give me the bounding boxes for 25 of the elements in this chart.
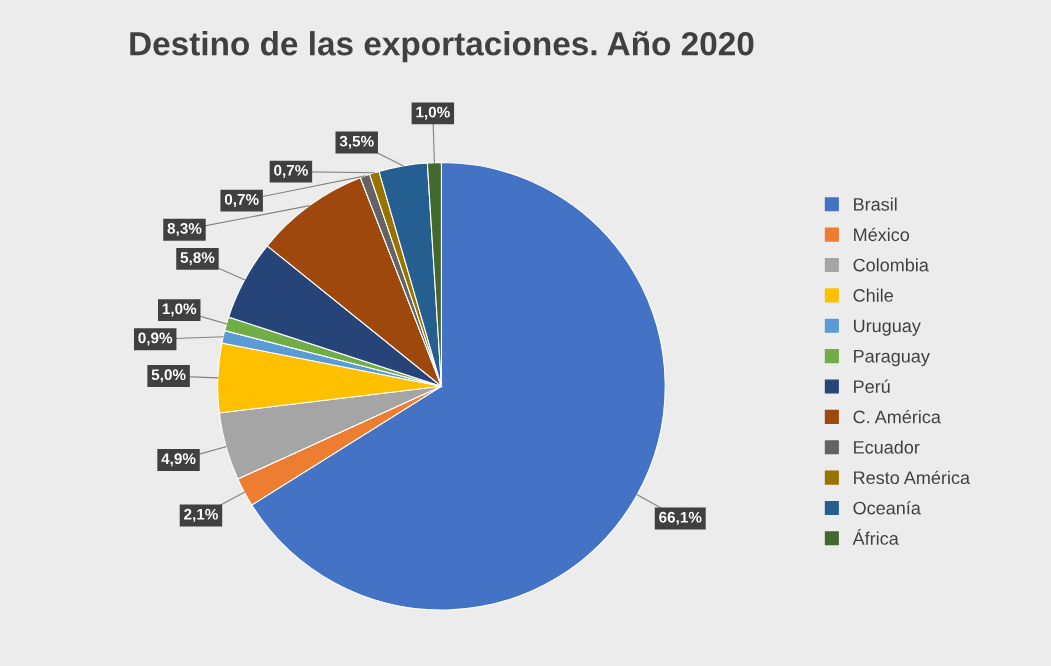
data-label: 8,3% <box>167 223 202 237</box>
data-label: 0,7% <box>274 164 308 178</box>
data-label: 4,9% <box>161 453 196 467</box>
legend-label: Perú <box>854 379 890 393</box>
data-label: 66,1% <box>659 511 702 525</box>
data-label: 1,0% <box>416 106 450 120</box>
legend-label: Chile <box>853 288 893 302</box>
legend-label: Oceanía <box>853 501 921 515</box>
legend-label: África <box>852 529 899 545</box>
legend-label: Colombia <box>853 258 929 272</box>
legend-label: Uruguay <box>854 319 921 336</box>
data-label: 1,0% <box>162 303 197 317</box>
data-label: 2,1% <box>184 508 218 522</box>
data-label: 5,0% <box>151 369 186 383</box>
data-label: 0,9% <box>138 332 173 346</box>
legend-label: México <box>854 227 910 242</box>
legend-label: Paraguay <box>854 350 930 367</box>
legend-label: Ecuador <box>854 440 920 454</box>
data-label: 0,7% <box>224 193 259 207</box>
chart-title: Destino de las exportaciones. Año 2020 <box>130 31 754 63</box>
legend-label: Resto América <box>854 470 971 485</box>
data-label: 5,8% <box>180 252 215 266</box>
data-label: 3,5% <box>339 135 374 149</box>
legend-label: C. América <box>853 409 941 424</box>
legend-label: Brasil <box>854 197 897 211</box>
